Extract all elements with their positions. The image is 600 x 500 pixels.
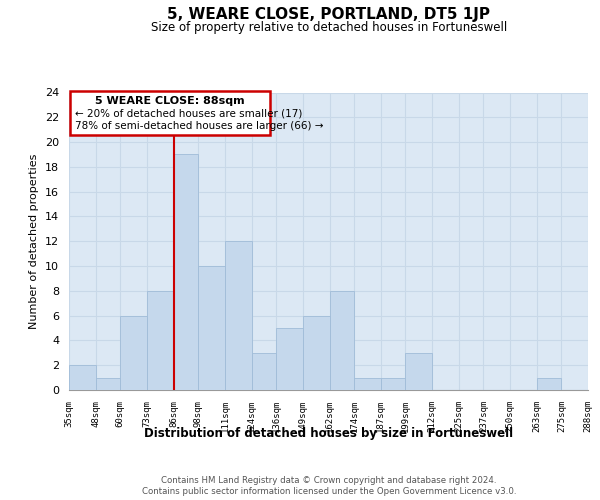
- Bar: [251, 353, 276, 390]
- Bar: [354, 378, 381, 390]
- Bar: [198, 266, 225, 390]
- Bar: [381, 378, 406, 390]
- Bar: [147, 291, 173, 390]
- Text: Distribution of detached houses by size in Fortuneswell: Distribution of detached houses by size …: [144, 428, 514, 440]
- Text: 5, WEARE CLOSE, PORTLAND, DT5 1JP: 5, WEARE CLOSE, PORTLAND, DT5 1JP: [167, 8, 490, 22]
- Text: Contains public sector information licensed under the Open Government Licence v3: Contains public sector information licen…: [142, 487, 516, 496]
- Bar: [120, 316, 147, 390]
- Y-axis label: Number of detached properties: Number of detached properties: [29, 154, 40, 329]
- Bar: [69, 365, 95, 390]
- Text: ← 20% of detached houses are smaller (17): ← 20% of detached houses are smaller (17…: [75, 108, 302, 118]
- Bar: [303, 316, 329, 390]
- Bar: [329, 291, 354, 390]
- Bar: [537, 378, 562, 390]
- Bar: [406, 353, 432, 390]
- Bar: [70, 90, 270, 134]
- Text: 5 WEARE CLOSE: 88sqm: 5 WEARE CLOSE: 88sqm: [95, 96, 245, 106]
- Bar: [95, 378, 120, 390]
- Text: Contains HM Land Registry data © Crown copyright and database right 2024.: Contains HM Land Registry data © Crown c…: [161, 476, 497, 485]
- Bar: [225, 242, 251, 390]
- Bar: [276, 328, 303, 390]
- Text: 78% of semi-detached houses are larger (66) →: 78% of semi-detached houses are larger (…: [75, 121, 323, 131]
- Bar: [173, 154, 198, 390]
- Text: Size of property relative to detached houses in Fortuneswell: Size of property relative to detached ho…: [151, 21, 507, 34]
